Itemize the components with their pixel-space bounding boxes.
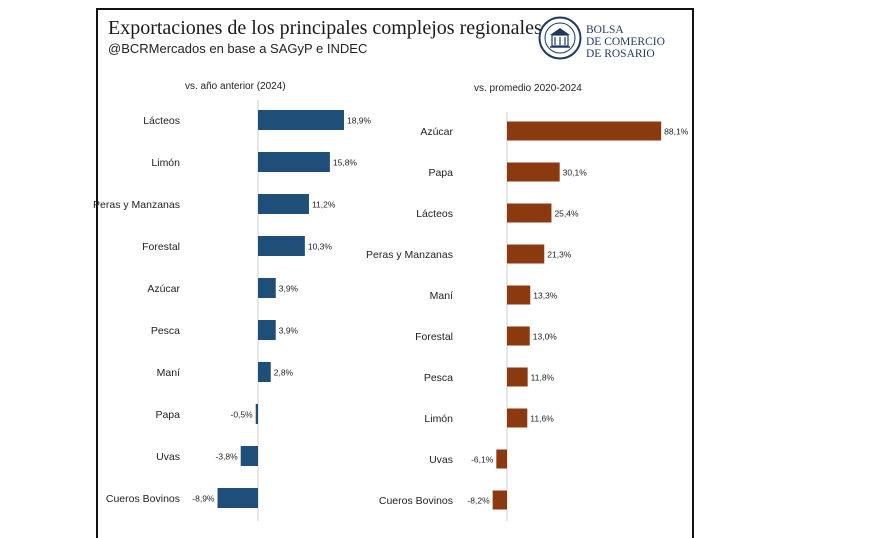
left-bar xyxy=(240,446,258,466)
left-category-label: Maní xyxy=(157,367,180,379)
left-bar xyxy=(258,236,305,256)
chart-title: Exportaciones de los principales complej… xyxy=(108,17,542,39)
left-value-label: 15,8% xyxy=(333,158,358,168)
chart-subtitle: @BCRMercados en base a SAGyP e INDEC xyxy=(108,41,368,56)
right-category-label: Maní xyxy=(430,290,453,302)
right-value-label: 30,1% xyxy=(563,168,588,178)
logo-line-1: BOLSA xyxy=(586,24,624,36)
logo-line-3: DE ROSARIO xyxy=(586,48,655,60)
right-category-label: Forestal xyxy=(415,331,453,343)
right-value-label: -6,1% xyxy=(471,455,494,465)
left-category-label: Pesca xyxy=(151,325,180,337)
left-value-label: 3,9% xyxy=(279,284,299,294)
right-value-label: -8,2% xyxy=(467,496,490,506)
right-value-label: 13,0% xyxy=(533,332,558,342)
bar-charts: Lácteos 18,9% Limón 15,8% Peras y Manzanas 11… xyxy=(93,100,689,521)
left-category-label: Uvas xyxy=(156,451,180,463)
left-value-label: 10,3% xyxy=(308,242,333,252)
left-category-label: Limón xyxy=(151,157,180,169)
logo-line-2: DE COMERCIO xyxy=(586,36,665,48)
left-value-label: -0,5% xyxy=(231,410,254,420)
left-bar xyxy=(258,320,276,340)
left-category-label: Lácteos xyxy=(143,115,180,127)
bcr-seal-icon xyxy=(538,16,582,60)
right-bar xyxy=(507,203,552,223)
right-chart: Azúcar 88,1% Papa 30,1% Lácteos 25,4% Peras y … xyxy=(366,112,689,521)
right-bar xyxy=(492,490,507,510)
right-category-label: Peras y Manzanas xyxy=(366,249,453,261)
right-value-label: 88,1% xyxy=(664,127,689,137)
right-value-label: 13,3% xyxy=(533,291,558,301)
right-category-label: Cueros Bovinos xyxy=(379,495,453,507)
right-bar xyxy=(507,367,528,387)
right-bar xyxy=(507,326,530,346)
left-panel-title: vs. año anterior (2024) xyxy=(185,81,286,92)
left-value-label: 3,9% xyxy=(279,326,299,336)
right-category-label: Lácteos xyxy=(416,208,453,220)
left-category-label: Cueros Bovinos xyxy=(106,493,180,505)
left-value-label: 2,8% xyxy=(274,368,294,378)
left-bar xyxy=(258,152,330,172)
left-bar xyxy=(258,362,271,382)
left-category-label: Peras y Manzanas xyxy=(93,199,180,211)
right-category-label: Azúcar xyxy=(420,126,453,138)
right-value-label: 21,3% xyxy=(547,250,572,260)
left-value-label: 11,2% xyxy=(312,200,336,210)
right-value-label: 11,6% xyxy=(530,414,554,424)
left-bar xyxy=(258,278,276,298)
right-panel-title: vs. promedio 2020-2024 xyxy=(474,83,582,94)
left-category-label: Papa xyxy=(155,409,180,421)
right-bar xyxy=(507,121,662,141)
bcr-logo-wordmark: BOLSA DE COMERCIO DE ROSARIO xyxy=(586,24,665,60)
left-value-label: 18,9% xyxy=(347,116,372,126)
left-category-label: Azúcar xyxy=(147,283,180,295)
right-bar xyxy=(507,408,528,428)
left-bar xyxy=(217,488,258,508)
left-chart: Lácteos 18,9% Limón 15,8% Peras y Manzanas 11… xyxy=(93,100,372,521)
right-bar xyxy=(507,162,560,182)
chart-frame xyxy=(96,8,694,538)
left-bar xyxy=(258,194,309,214)
right-bar xyxy=(507,285,531,305)
right-bar xyxy=(496,449,507,469)
right-bar xyxy=(507,244,545,264)
left-bar xyxy=(258,110,344,130)
right-value-label: 11,8% xyxy=(531,373,555,383)
right-category-label: Papa xyxy=(428,167,453,179)
left-value-label: -8,9% xyxy=(192,494,215,504)
right-category-label: Pesca xyxy=(424,372,453,384)
left-category-label: Forestal xyxy=(142,241,180,253)
right-category-label: Uvas xyxy=(429,454,453,466)
right-category-label: Limón xyxy=(424,413,453,425)
right-value-label: 25,4% xyxy=(554,209,579,219)
left-value-label: -3,8% xyxy=(215,452,238,462)
left-bar xyxy=(255,404,258,424)
